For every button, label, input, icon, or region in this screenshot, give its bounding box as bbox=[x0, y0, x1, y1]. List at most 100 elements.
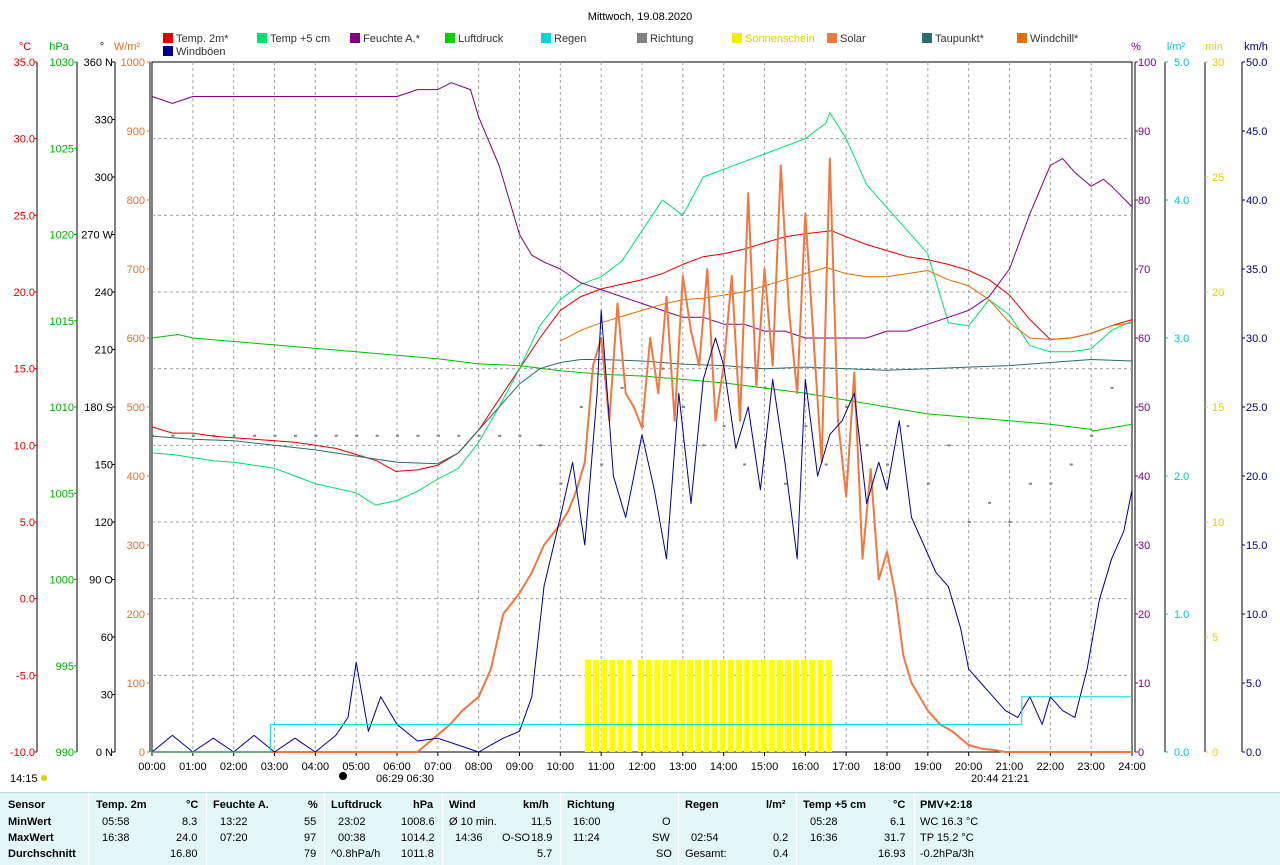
avg-regen: 0.4 bbox=[773, 848, 789, 860]
axis-tick-label-solar: 100 bbox=[127, 678, 145, 690]
direction-point bbox=[436, 434, 440, 437]
series-line-regen bbox=[152, 696, 1132, 753]
min-temp5: 6.1 bbox=[890, 816, 906, 828]
axis-tick-label-temp: -5.0 bbox=[16, 670, 35, 682]
axis-tick-label-solar: 200 bbox=[127, 609, 145, 621]
direction-point bbox=[947, 444, 951, 447]
max-temp5-time: 16:36 bbox=[810, 832, 838, 844]
axis-tick-label-wind: 5.0 bbox=[1246, 678, 1261, 690]
x-tick-label: 01:00 bbox=[179, 761, 207, 773]
direction-point bbox=[396, 434, 399, 437]
sunshine-bar bbox=[686, 660, 694, 752]
axis-tick-label-solar: 500 bbox=[127, 402, 145, 414]
axis-tick-label-rain: 2.0 bbox=[1174, 471, 1189, 483]
axis-tick-label-pressure: 1020 bbox=[50, 230, 74, 242]
legend-swatch bbox=[827, 33, 837, 43]
axis-tick-label-rain: 3.0 bbox=[1174, 333, 1189, 345]
min-temp-time: 05:58 bbox=[102, 816, 130, 828]
series-line-windb-en bbox=[151, 309, 1133, 753]
legend-swatch bbox=[350, 33, 360, 43]
axis-tick-label-temp: 15.0 bbox=[14, 364, 35, 376]
direction-point bbox=[1049, 482, 1053, 485]
axis-unit-temp: °C bbox=[19, 41, 31, 53]
legend-swatch bbox=[163, 46, 173, 56]
sunshine-bar bbox=[727, 660, 734, 752]
direction-point bbox=[926, 482, 930, 485]
sunshine-bar bbox=[695, 660, 702, 752]
x-tick-label: 08:00 bbox=[465, 761, 493, 773]
legend-label: Windböen bbox=[176, 46, 226, 58]
sunshine-bar bbox=[719, 660, 726, 752]
legend-swatch bbox=[1017, 33, 1027, 43]
direction-point bbox=[967, 521, 971, 523]
direction-point bbox=[620, 386, 624, 389]
axis-tick-label-temp: 35.0 bbox=[14, 57, 35, 69]
axis-tick-label-humidity: 20 bbox=[1138, 609, 1150, 621]
sunshine-bar bbox=[617, 660, 624, 752]
direction-point bbox=[232, 434, 236, 437]
direction-point bbox=[538, 444, 542, 447]
max-richtung: SW bbox=[652, 832, 670, 844]
axis-tick-label-direction: 300 bbox=[95, 172, 113, 184]
axis-tick-label-temp: 5.0 bbox=[20, 517, 35, 529]
axis-tick-label-solar: 1000 bbox=[121, 57, 145, 69]
axis-tick-label-pressure: 1030 bbox=[50, 57, 74, 69]
avg-temp5: 16.93 bbox=[878, 848, 906, 860]
axis-tick-label-temp: -10.0 bbox=[10, 747, 35, 759]
avg-feuchte: 79 bbox=[304, 848, 317, 860]
axis-tick-label-direction: 210 bbox=[95, 345, 113, 357]
x-tick-label: 00:00 bbox=[138, 761, 166, 773]
axis-tick-label-solar: 600 bbox=[127, 333, 145, 345]
series-line-solar bbox=[152, 157, 1132, 753]
stats-header-regen: Regen bbox=[685, 799, 719, 811]
axis-tick-label-rain: 5.0 bbox=[1174, 57, 1189, 69]
stats-header-temp5-unit: °C bbox=[893, 799, 906, 811]
legend-label: Solar bbox=[840, 33, 866, 45]
axis-unit-sunshine: min bbox=[1205, 41, 1223, 53]
axis-tick-label-direction: 150 bbox=[95, 460, 113, 472]
series-line-windchill- bbox=[560, 267, 1133, 342]
sunshine-bar bbox=[637, 660, 645, 752]
x-tick-label: 20:00 bbox=[955, 761, 983, 773]
max-pmv: TP 15.2 °C bbox=[920, 832, 974, 844]
min-druck-time: 23:02 bbox=[338, 816, 366, 828]
axis-tick-label-temp: 30.0 bbox=[14, 134, 35, 146]
legend-swatch bbox=[922, 33, 932, 43]
legend-label: Sonnenschein bbox=[745, 33, 815, 45]
sunshine-bar bbox=[809, 660, 816, 752]
stats-header-temp: Temp. 2m bbox=[96, 799, 147, 811]
axis-tick-label-humidity: 90 bbox=[1138, 126, 1150, 138]
axis-unit-wind: km/h bbox=[1244, 41, 1268, 53]
max-temp5: 31.7 bbox=[884, 832, 906, 844]
row-label-max: MaxWert bbox=[8, 832, 54, 844]
direction-point bbox=[804, 425, 808, 428]
series-line-luftdruck bbox=[151, 334, 1133, 432]
series-line-temp-5-cm bbox=[151, 112, 1133, 506]
max-feuchte-time: 07:20 bbox=[220, 832, 248, 844]
direction-point bbox=[783, 482, 787, 485]
direction-point bbox=[253, 434, 257, 437]
direction-point bbox=[375, 434, 379, 437]
axis-tick-label-direction: 0 N bbox=[96, 747, 113, 759]
avg-druck: 1011.8 bbox=[401, 848, 434, 860]
legend-label: Regen bbox=[554, 33, 586, 45]
stats-header-druck: Luftdruck bbox=[331, 799, 382, 811]
axis-tick-label-wind: 15.0 bbox=[1246, 540, 1267, 552]
direction-point bbox=[845, 406, 849, 408]
x-tick-label: 05:00 bbox=[342, 761, 370, 773]
direction-point bbox=[477, 434, 481, 437]
direction-point bbox=[824, 463, 828, 466]
legend-label: Temp +5 cm bbox=[270, 33, 330, 45]
stats-header-richtung: Richtung bbox=[567, 799, 615, 811]
direction-point bbox=[1069, 463, 1073, 466]
sunshine-bar bbox=[784, 660, 792, 752]
stats-header-regen-unit: l/m² bbox=[766, 799, 786, 811]
sunshine-bar bbox=[593, 660, 600, 752]
axis-tick-label-wind: 50.0 bbox=[1246, 57, 1267, 69]
x-tick-label: 07:00 bbox=[424, 761, 452, 773]
max-wind-time: 14:36 bbox=[455, 832, 483, 844]
sunrise-label: 06:29 06:30 bbox=[376, 773, 434, 785]
sunshine-bar bbox=[646, 660, 653, 752]
axis-tick-label-sunshine: 10 bbox=[1212, 517, 1224, 529]
axis-tick-label-pressure: 1000 bbox=[50, 575, 74, 587]
